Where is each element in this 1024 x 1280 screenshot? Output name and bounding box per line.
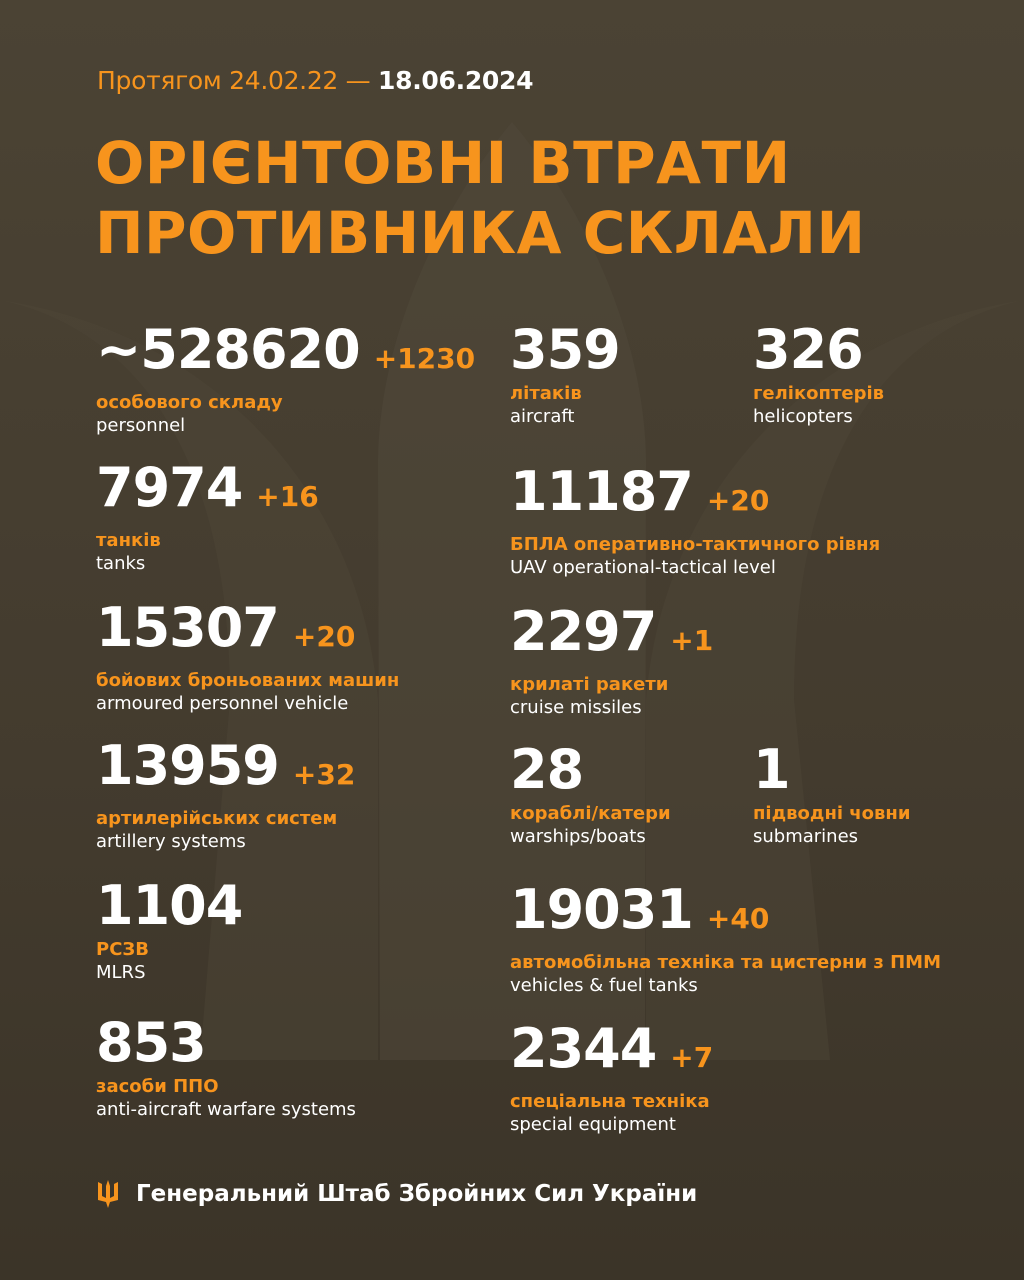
stat-submarines: 1 підводні човни submarines xyxy=(753,742,910,848)
title-line-1: ОРІЄНТОВНІ ВТРАТИ xyxy=(95,129,791,197)
label-en: anti-aircraft warfare systems xyxy=(96,1099,356,1120)
label-en: helicopters xyxy=(753,406,853,427)
label-en: MLRS xyxy=(96,962,146,983)
label-ua: літаків xyxy=(510,383,582,404)
daily-delta: +20 xyxy=(706,484,770,517)
label-ua: крилаті ракети xyxy=(510,674,669,695)
stat-air-defense: 853 засоби ППО anti-aircraft warfare sys… xyxy=(96,1015,356,1121)
label-ua: БПЛА оперативно-тактичного рівня xyxy=(510,534,881,555)
total-value: 11187 xyxy=(510,460,694,523)
date-end: 18.06.2024 xyxy=(378,66,534,95)
daily-delta: +1230 xyxy=(373,342,476,375)
daily-delta: +1 xyxy=(670,624,714,657)
total-value: 1 xyxy=(753,738,791,801)
total-value: 1104 xyxy=(96,874,243,937)
daily-delta: +7 xyxy=(670,1041,714,1074)
stat-value: 11187 +20 xyxy=(510,464,880,529)
label-ua: кораблі/катери xyxy=(510,803,671,824)
stat-uav: 11187 +20 БПЛА оперативно-тактичного рівн… xyxy=(510,464,880,579)
footer: Генеральний Штаб Збройних Сил України xyxy=(96,1180,697,1208)
trident-icon xyxy=(98,1180,118,1208)
daily-delta: +16 xyxy=(256,480,319,513)
stat-value: 853 xyxy=(96,1015,356,1071)
label-ua: засоби ППО xyxy=(96,1076,219,1097)
stat-personnel: ~528620 +1230 особового складу personnel xyxy=(96,322,475,437)
label-ua: гелікоптерів xyxy=(753,383,885,404)
total-value: 326 xyxy=(753,318,864,381)
stat-value: 1 xyxy=(753,742,910,798)
daily-delta: +32 xyxy=(292,758,356,791)
stat-value: 2297 +1 xyxy=(510,604,713,669)
total-value: 359 xyxy=(510,318,621,381)
total-value: 19031 xyxy=(510,878,694,941)
stat-vehicles: 19031 +40 автомобільна техніка та цистерн… xyxy=(510,882,941,997)
label-en: warships/boats xyxy=(510,826,646,847)
label-en: UAV operational-tactical level xyxy=(510,557,776,578)
stat-mlrs: 1104 РСЗВ MLRS xyxy=(96,878,243,984)
stat-apv: 15307 +20 бойових броньованих машин armou… xyxy=(96,600,399,715)
label-en: cruise missiles xyxy=(510,697,642,718)
label-en: artillery systems xyxy=(96,831,246,852)
stat-value: 13959 +32 xyxy=(96,738,355,803)
period-date-range: Протягом 24.02.22 — 18.06.2024 xyxy=(97,66,534,95)
label-en: submarines xyxy=(753,826,859,847)
date-start: Протягом 24.02.22 — xyxy=(97,66,371,95)
total-value: 853 xyxy=(96,1011,207,1074)
label-ua: автомобільна техніка та цистерни з ПММ xyxy=(510,952,941,973)
total-value: 13959 xyxy=(96,734,280,797)
stat-artillery: 13959 +32 артилерійських систем artillery… xyxy=(96,738,355,853)
title-line-2: ПРОТИВНИКА СКЛАЛИ xyxy=(95,199,866,267)
label-ua: танків xyxy=(96,530,161,551)
daily-delta: +20 xyxy=(292,620,356,653)
footer-org-name: Генеральний Штаб Збройних Сил України xyxy=(136,1181,698,1207)
stat-cruise-missiles: 2297 +1 крилаті ракети cruise missiles xyxy=(510,604,713,719)
label-en: special equipment xyxy=(510,1114,676,1135)
stat-tanks: 7974 +16 танків tanks xyxy=(96,460,319,575)
stat-value: 19031 +40 xyxy=(510,882,941,947)
label-ua: спеціальна техніка xyxy=(510,1091,710,1112)
total-value: 7974 xyxy=(96,456,243,519)
stat-helicopters: 326 гелікоптерів helicopters xyxy=(753,322,884,428)
label-en: armoured personnel vehicle xyxy=(96,693,349,714)
stat-special-equipment: 2344 +7 спеціальна техніка special equipm… xyxy=(510,1021,713,1136)
total-value: 15307 xyxy=(96,596,280,659)
label-ua: бойових броньованих машин xyxy=(96,670,400,691)
stat-value: 326 xyxy=(753,322,884,378)
stat-warships: 28 кораблі/катери warships/boats xyxy=(510,742,671,848)
total-value: 2297 xyxy=(510,600,657,663)
label-en: aircraft xyxy=(510,406,575,427)
stat-value: 359 xyxy=(510,322,621,378)
stat-value: 7974 +16 xyxy=(96,460,319,525)
stat-value: 2344 +7 xyxy=(510,1021,713,1086)
stat-value: 1104 xyxy=(96,878,243,934)
label-en: vehicles & fuel tanks xyxy=(510,975,698,996)
label-ua: артилерійських систем xyxy=(96,808,338,829)
stat-aircraft: 359 літаків aircraft xyxy=(510,322,621,428)
label-en: personnel xyxy=(96,415,186,436)
total-value: 28 xyxy=(510,738,584,801)
total-value: ~528620 xyxy=(96,318,361,381)
label-ua: особового складу xyxy=(96,392,283,413)
page-title: ОРІЄНТОВНІ ВТРАТИ ПРОТИВНИКА СКЛАЛИ xyxy=(95,128,866,268)
stat-value: 28 xyxy=(510,742,671,798)
daily-delta: +40 xyxy=(706,902,770,935)
total-value: 2344 xyxy=(510,1017,657,1080)
stat-value: 15307 +20 xyxy=(96,600,399,665)
label-en: tanks xyxy=(96,553,146,574)
label-ua: підводні човни xyxy=(753,803,911,824)
label-ua: РСЗВ xyxy=(96,939,149,960)
stat-value: ~528620 +1230 xyxy=(96,322,475,387)
